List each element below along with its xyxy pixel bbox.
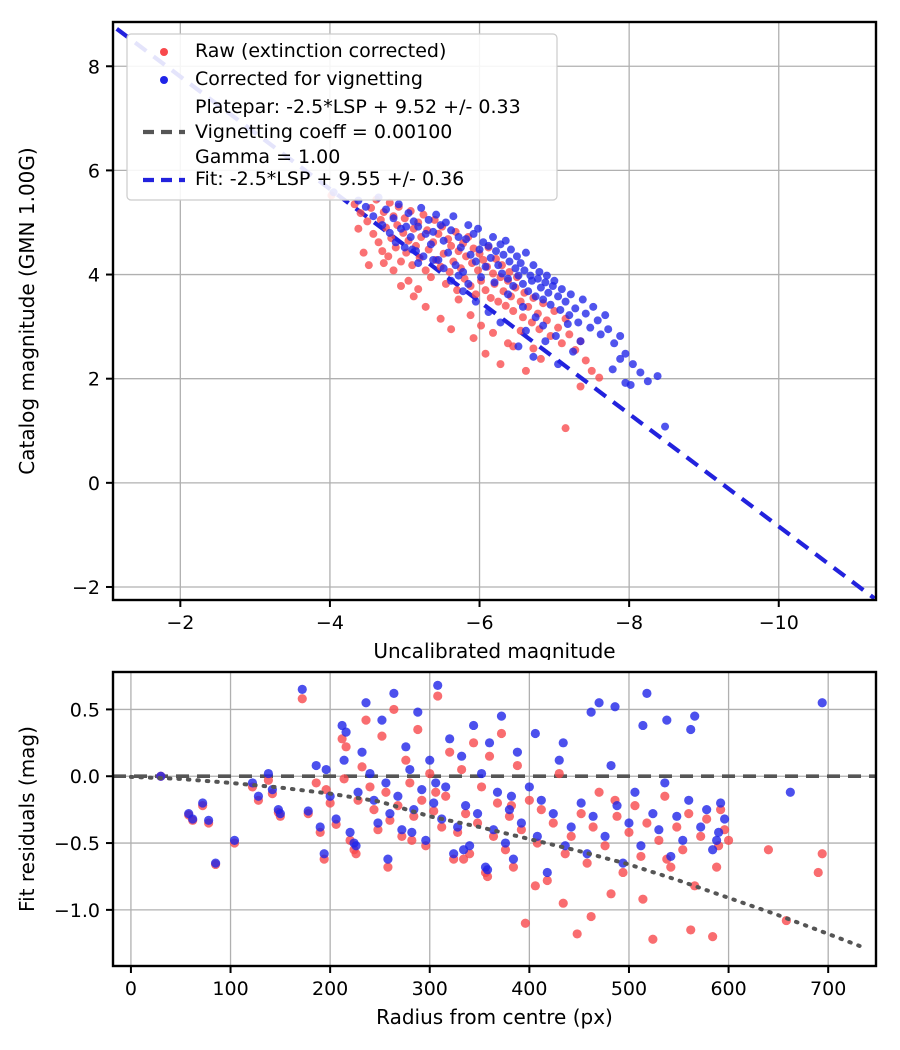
y-axis-ticks: 0.5 0.0 −0.5 −1.0 — [54, 699, 113, 922]
x-tick-label: −8 — [615, 612, 643, 634]
x-axis-label: Uncalibrated magnitude — [373, 639, 615, 660]
legend-label: Raw (extinction corrected) — [195, 40, 446, 62]
x-axis-ticks: 0 100 200 300 400 500 600 700 — [125, 966, 846, 1000]
x-tick-label: 100 — [212, 978, 248, 1000]
y-tick-label: 6 — [88, 160, 100, 182]
y-tick-label: −1.0 — [54, 900, 100, 922]
scatter-series-corrected — [329, 188, 670, 431]
residuals-scatter-chart: 0 100 200 300 400 500 600 700 0.5 0.0 −0.5 −1.0 Radi… — [15, 670, 878, 1029]
legend: Raw (extinction corrected) Corrected for … — [126, 33, 558, 201]
legend-label: Vignetting coeff = 0.00100 — [195, 121, 452, 143]
legend-label: Corrected for vignetting — [195, 68, 423, 90]
plot-frame — [111, 20, 878, 602]
y-tick-label: 0 — [88, 473, 100, 495]
y-tick-label: 2 — [88, 369, 100, 391]
calibration-scatter-chart: −2 −4 −6 −8 −10 −2 0 2 4 6 8 Uncalibrated magnitude… — [15, 20, 878, 660]
x-tick-label: 300 — [412, 978, 448, 1000]
x-tick-label: 400 — [511, 978, 547, 1000]
legend-background — [126, 33, 558, 201]
legend-marker-dot — [160, 48, 168, 56]
y-tick-label: −0.5 — [54, 833, 100, 855]
x-tick-label: 700 — [810, 978, 846, 1000]
y-tick-label: 0.5 — [70, 699, 100, 721]
plot-frame — [111, 670, 878, 968]
x-tick-label: 600 — [710, 978, 746, 1000]
vignetting-curve — [128, 774, 866, 950]
x-axis-ticks: −2 −4 −6 −8 −10 — [166, 600, 799, 634]
y-axis-label: Fit residuals (mag) — [15, 726, 39, 912]
legend-marker-dot — [160, 76, 168, 84]
x-tick-label: −6 — [466, 612, 494, 634]
legend-label: Gamma = 1.00 — [195, 146, 340, 168]
y-tick-label: 0.0 — [70, 766, 100, 788]
y-axis-ticks: −2 0 2 4 6 8 — [72, 56, 113, 599]
x-tick-label: −2 — [166, 612, 194, 634]
fit-line — [115, 27, 876, 601]
x-tick-label: 200 — [312, 978, 348, 1000]
x-tick-label: −10 — [759, 612, 799, 634]
y-tick-label: −2 — [72, 577, 100, 599]
legend-label: Platepar: -2.5*LSP + 9.52 +/- 0.33 — [195, 96, 521, 118]
y-axis-label: Catalog magnitude (GMN 1.00G) — [15, 147, 39, 474]
x-tick-label: 500 — [611, 978, 647, 1000]
plot-area-background — [113, 672, 876, 966]
x-axis-label: Radius from centre (px) — [376, 1005, 613, 1029]
y-tick-label: 4 — [88, 265, 100, 287]
legend-label: Fit: -2.5*LSP + 9.55 +/- 0.36 — [195, 168, 464, 190]
y-tick-label: 8 — [88, 56, 100, 78]
x-tick-label: 0 — [125, 978, 137, 1000]
x-tick-label: −4 — [316, 612, 344, 634]
